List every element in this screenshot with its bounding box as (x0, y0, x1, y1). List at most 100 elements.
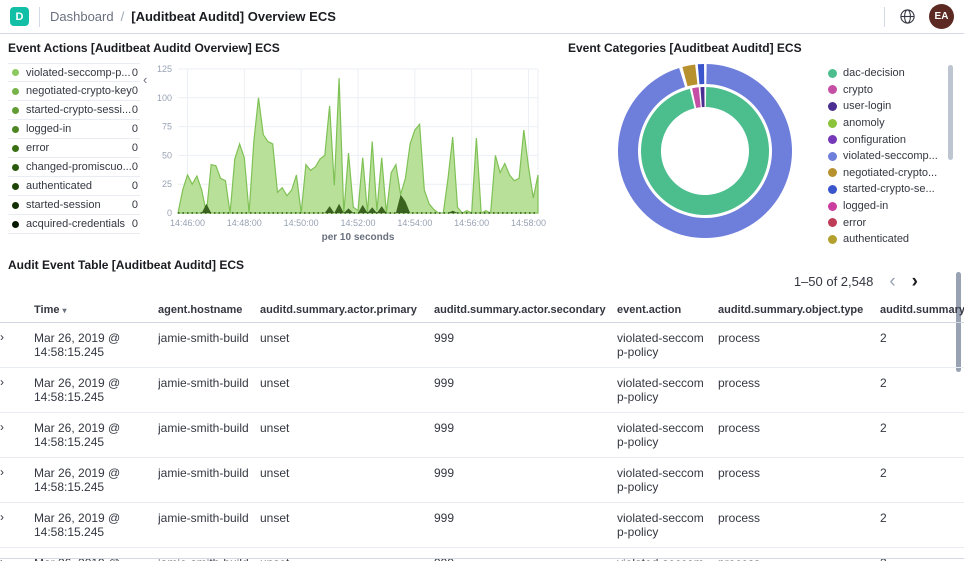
top-navigation-bar: D Dashboard / [Auditbeat Auditd] Overvie… (0, 0, 964, 34)
column-header-summary[interactable]: auditd.summary (880, 298, 964, 323)
donut-slice[interactable]: user-login (700, 87, 705, 108)
legend-item[interactable]: negotiated-crypto... (828, 165, 946, 182)
cell-hostname: jamie-smith-build (158, 457, 260, 503)
row-expand-icon[interactable]: › (0, 367, 34, 413)
legend-collapse-icon[interactable]: ‹ (143, 72, 148, 87)
svg-text:0: 0 (167, 208, 172, 218)
legend-item-value: 0 (131, 66, 138, 79)
legend-item[interactable]: configuration (828, 131, 946, 148)
legend-item-value: 0 (131, 123, 138, 135)
pagination-prev-button[interactable]: ‹ (889, 271, 896, 292)
cell-hostname: jamie-smith-build (158, 412, 260, 458)
legend-item-label: acquired-credentials (26, 218, 126, 230)
event-actions-area-chart[interactable]: 0 25 50 75 100 125 14:46:00 14:48:00 14:50:00 14:… (152, 59, 552, 243)
legend-item[interactable]: changed-promiscuo... 0 (8, 158, 140, 177)
legend-item[interactable]: user-login (828, 98, 946, 115)
row-expand-icon[interactable]: › (0, 322, 34, 368)
page-title: [Auditbeat Auditd] Overview ECS (131, 9, 336, 24)
cell-summary: 2 (880, 322, 964, 368)
legend-dot-icon (12, 69, 19, 76)
legend-scrollbar[interactable] (948, 65, 953, 160)
legend-dot-icon (12, 220, 19, 228)
donut-slice[interactable]: started-crypto-session (697, 64, 705, 85)
legend-item[interactable]: negotiated-crypto-key 0 (8, 82, 140, 101)
cell-time: Mar 26, 2019 @ 14:58:15.245 (34, 502, 158, 548)
legend-item-label: error (26, 142, 50, 154)
legend-item[interactable]: error 0 (8, 139, 140, 158)
column-header-primary[interactable]: auditd.summary.actor.primary (260, 298, 434, 323)
event-categories-panel: Event Categories [Auditbeat Auditd] ECS … (560, 35, 964, 248)
legend-item[interactable]: dac-decision (828, 65, 946, 82)
legend-dot-icon (828, 68, 837, 78)
cell-actor-secondary: 999 (434, 322, 617, 368)
legend-item[interactable]: acquired-credentials 0 (8, 215, 140, 234)
legend-item-label: started-session (26, 199, 101, 211)
legend-item-label: violated-seccomp... (843, 150, 938, 163)
legend-item-value: 0 (131, 199, 138, 211)
pagination-next-button[interactable]: › (911, 271, 918, 292)
legend-item-label: dac-decision (843, 67, 905, 80)
column-header-secondary[interactable]: auditd.summary.actor.secondary (434, 298, 617, 323)
divider (884, 6, 885, 27)
legend-item-label: authenticated (26, 180, 93, 192)
pagination-range-label: 1–50 of 2,548 (793, 274, 874, 289)
donut-slice[interactable]: crypto (692, 87, 701, 108)
column-header-object_type[interactable]: auditd.summary.object.type (718, 298, 880, 323)
legend-dot-icon (828, 135, 837, 145)
cell-actor-primary: unset (260, 457, 434, 503)
legend-dot-icon (828, 168, 837, 178)
table-bottom-scrollbar-track[interactable] (0, 558, 964, 559)
svg-text:14:58:00: 14:58:00 (511, 218, 546, 228)
globe-icon[interactable] (895, 5, 919, 29)
legend-item-value: 0 (131, 142, 138, 154)
app-logo[interactable]: D (10, 7, 29, 26)
legend-dot-icon (12, 182, 19, 190)
column-header-time[interactable]: Time ▾ (34, 298, 158, 323)
column-header-hostname[interactable]: agent.hostname (158, 298, 260, 323)
event-categories-donut-chart[interactable]: dac-decisioncryptouser-loginviolated-sec… (585, 55, 825, 255)
legend-dot-icon (12, 144, 19, 152)
legend-item[interactable]: authenticated (828, 231, 946, 248)
donut-slice[interactable]: negotiated-crypto-key (682, 64, 698, 87)
row-expand-icon[interactable]: › (0, 502, 34, 548)
legend-item[interactable]: error (828, 214, 946, 231)
cell-actor-primary: unset (260, 412, 434, 458)
row-expand-icon[interactable]: › (0, 412, 34, 458)
svg-text:14:50:00: 14:50:00 (284, 218, 319, 228)
cell-actor-primary: unset (260, 367, 434, 413)
legend-item[interactable]: started-crypto-se... (828, 181, 946, 198)
cell-actor-secondary: 999 (434, 412, 617, 458)
legend-dot-icon (828, 234, 837, 244)
legend-item[interactable]: violated-seccomp... (828, 148, 946, 165)
legend-item[interactable]: started-crypto-sessi... 0 (8, 101, 140, 120)
row-expand-icon[interactable]: › (0, 457, 34, 503)
cell-hostname: jamie-smith-build (158, 322, 260, 368)
breadcrumb-dashboard-link[interactable]: Dashboard (50, 9, 114, 24)
legend-dot-icon (828, 218, 837, 228)
column-header-action[interactable]: event.action (617, 298, 718, 323)
legend-item[interactable]: crypto (828, 82, 946, 99)
table-header-row: Time ▾ agent.hostname auditd.summary.actor.… (0, 298, 964, 323)
breadcrumb-separator: / (120, 9, 125, 24)
legend-item[interactable]: anomoly (828, 115, 946, 132)
cell-object-type: process (718, 367, 880, 413)
cell-object-type: process (718, 412, 880, 458)
donut-slice[interactable]: dac-decision (641, 87, 770, 215)
legend-item[interactable]: started-session 0 (8, 196, 140, 215)
svg-text:125: 125 (157, 64, 172, 74)
legend-item[interactable]: logged-in (828, 198, 946, 215)
divider (39, 6, 40, 27)
legend-item-value: 0 (131, 85, 138, 97)
legend-dot-icon (12, 87, 19, 95)
event-categories-legend: dac-decision crypto user-login anomoly c… (828, 65, 946, 248)
legend-item[interactable]: violated-seccomp-p... 0 (8, 63, 140, 82)
sort-caret-icon: ▾ (62, 306, 67, 315)
svg-text:14:52:00: 14:52:00 (340, 218, 375, 228)
legend-item[interactable]: logged-in 0 (8, 120, 140, 139)
legend-item-label: authenticated (843, 233, 910, 246)
legend-item[interactable]: authenticated 0 (8, 177, 140, 196)
user-avatar[interactable]: EA (929, 4, 954, 29)
